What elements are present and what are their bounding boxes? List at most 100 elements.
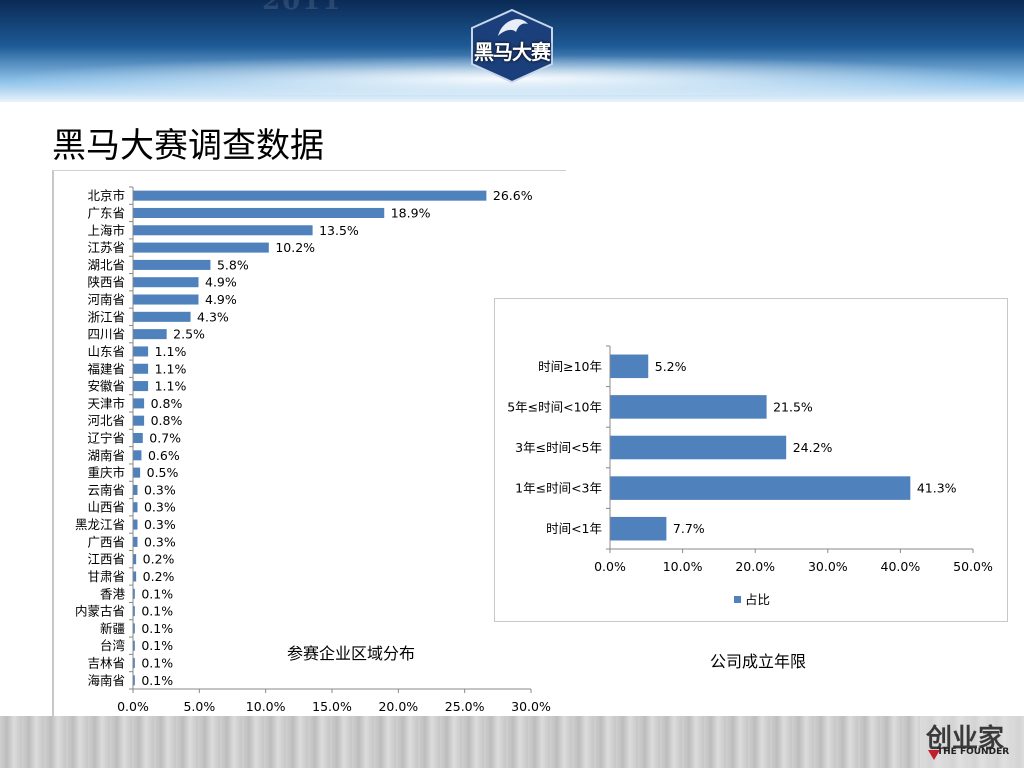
footer-brand-en: THE FOUNDER	[937, 747, 1010, 757]
page-title: 黑马大赛调查数据	[52, 126, 324, 166]
bar	[610, 354, 649, 379]
category-label: 1年≤时间<3年	[515, 481, 602, 496]
data-label: 0.6%	[148, 448, 180, 463]
data-label: 0.2%	[143, 569, 175, 584]
bar	[610, 516, 667, 541]
data-label: 0.5%	[147, 465, 179, 480]
data-label: 18.9%	[391, 205, 431, 220]
region-chart-svg: 北京市 26.6% 广东省 18.9% 上海市 13.5% 江苏省 10.2% 湖北省 5.8% 陕…	[75, 186, 551, 714]
category-label: 重庆市	[87, 465, 125, 480]
data-label: 0.7%	[149, 431, 181, 446]
x-tick-label: 10.0%	[663, 559, 703, 574]
bar	[133, 398, 145, 409]
data-label: 0.1%	[141, 656, 173, 671]
x-tick-label: 20.0%	[378, 699, 418, 714]
data-label: 0.8%	[151, 396, 183, 411]
bar	[610, 395, 767, 419]
bar	[133, 554, 137, 565]
data-label: 0.1%	[141, 586, 173, 601]
bar	[133, 381, 149, 392]
category-label: 新疆	[100, 621, 125, 636]
data-label: 4.9%	[205, 275, 237, 290]
category-label: 江苏省	[87, 240, 125, 255]
bar	[133, 329, 167, 340]
x-tick-label: 15.0%	[312, 699, 352, 714]
x-tick-label: 5.0%	[183, 699, 215, 714]
category-label: 天津市	[87, 396, 125, 411]
dark-horse-logo-icon	[471, 8, 553, 84]
data-label: 1.1%	[155, 361, 187, 376]
bar	[133, 623, 135, 634]
category-label: 江西省	[87, 552, 125, 567]
category-label: 时间<1年	[546, 521, 602, 536]
category-label: 黑龙江省	[75, 517, 125, 532]
bar	[610, 435, 787, 460]
x-tick-label: 25.0%	[445, 699, 485, 714]
data-label: 0.1%	[141, 604, 173, 619]
logo-text: 黑马大赛	[474, 40, 551, 64]
x-tick-label: 40.0%	[881, 559, 921, 574]
x-tick-label: 50.0%	[953, 559, 993, 574]
legend-label: 占比	[745, 592, 770, 607]
bar	[133, 484, 138, 495]
category-label: 广东省	[87, 205, 125, 220]
data-label: 0.1%	[141, 673, 173, 688]
data-label: 0.3%	[144, 500, 176, 515]
bar	[133, 207, 385, 218]
bar	[133, 606, 135, 617]
category-label: 香港	[100, 586, 126, 601]
x-tick-label: 10.0%	[246, 699, 286, 714]
data-label: 7.7%	[673, 521, 705, 536]
data-label: 0.3%	[144, 517, 176, 532]
bar	[133, 658, 135, 669]
banner-year: 2011	[262, 0, 343, 16]
bar	[133, 259, 211, 270]
legend-swatch	[734, 596, 741, 603]
x-tick-label: 30.0%	[511, 699, 551, 714]
data-label: 4.9%	[205, 292, 237, 307]
company-age-chart-title: 公司成立年限	[710, 652, 807, 671]
data-label: 5.2%	[655, 359, 687, 374]
data-label: 4.3%	[197, 309, 229, 324]
category-label: 浙江省	[87, 309, 125, 324]
bar	[133, 415, 145, 426]
category-label: 5年≤时间<10年	[507, 399, 602, 414]
x-tick-label: 30.0%	[808, 559, 848, 574]
category-label: 陕西省	[87, 275, 125, 290]
x-tick-label: 0.0%	[594, 559, 626, 574]
data-label: 5.8%	[217, 257, 249, 272]
category-label: 海南省	[87, 673, 125, 688]
bar	[133, 675, 135, 686]
data-label: 0.2%	[143, 552, 175, 567]
category-label: 四川省	[87, 327, 125, 342]
footer-brand-cn: 创业家	[926, 724, 1005, 754]
bar	[133, 346, 149, 357]
category-label: 内蒙古省	[75, 604, 125, 619]
company-age-chart-svg: 时间≥10年 5.2% 5年≤时间<10年 21.5% 3年≤时间<5年 24.2% 1年≤…	[507, 345, 993, 607]
header-banner: 2011 黑马大赛	[0, 0, 1024, 102]
category-label: 河北省	[87, 413, 125, 428]
category-label: 湖北省	[87, 257, 125, 272]
company-age-chart: 时间≥10年 5.2% 5年≤时间<10年 21.5% 3年≤时间<5年 24.2% 1年≤…	[494, 298, 1008, 622]
bar	[133, 467, 141, 478]
bar	[133, 225, 313, 236]
footer-band	[0, 716, 1024, 768]
category-label: 吉林省	[87, 656, 125, 671]
data-label: 0.3%	[144, 534, 176, 549]
region-distribution-chart: 北京市 26.6% 广东省 18.9% 上海市 13.5% 江苏省 10.2% 湖北省 5.8% 陕…	[52, 170, 566, 725]
category-label: 甘肃省	[87, 569, 125, 584]
region-chart-title: 参赛企业区域分布	[287, 644, 416, 663]
category-label: 湖南省	[87, 448, 125, 463]
category-label: 广西省	[87, 534, 125, 549]
category-label: 上海市	[87, 223, 125, 238]
category-label: 云南省	[87, 482, 125, 497]
data-label: 0.1%	[141, 621, 173, 636]
category-label: 山东省	[87, 344, 125, 359]
bar	[133, 190, 487, 201]
bar	[133, 363, 149, 374]
bar	[133, 242, 269, 253]
bar	[610, 476, 911, 500]
bar	[133, 277, 199, 288]
category-label: 福建省	[87, 361, 125, 376]
category-label: 辽宁省	[87, 431, 125, 446]
